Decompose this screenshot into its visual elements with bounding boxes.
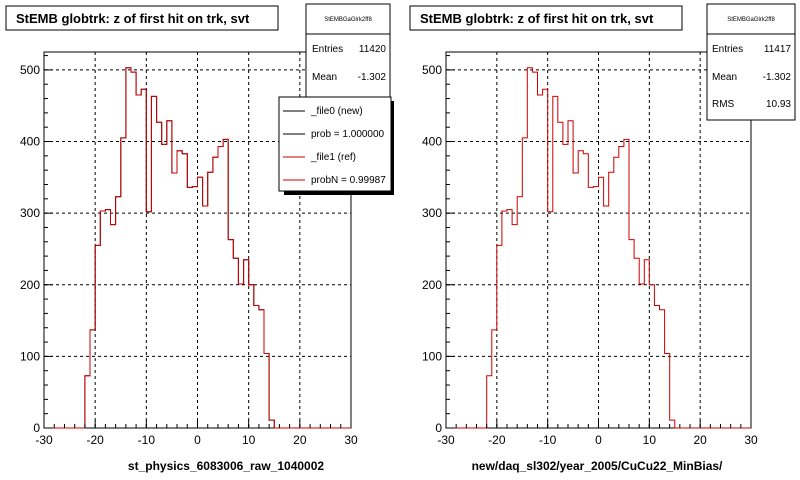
histogram-line-primary: [446, 67, 751, 429]
stats-box-frame: [706, 3, 796, 121]
legend: _file0 (new) prob = 1.000000 _file1 (ref…: [278, 96, 394, 195]
x-tick-label: 30: [744, 433, 758, 447]
legend-label-probn: probN = 0.99987: [311, 175, 386, 186]
x-axis-label: new/daq_sl302/year_2005/CuCu22_MinBias/: [472, 459, 723, 473]
y-tick-label: 200: [20, 278, 40, 292]
histogram-series: [44, 67, 351, 429]
x-tick-label: -30: [35, 433, 53, 447]
x-tick-label: 20: [293, 433, 307, 447]
x-tick-label: 0: [595, 433, 602, 447]
histogram-line-reference: [44, 67, 351, 429]
y-tick-label: 100: [422, 349, 442, 363]
stats-mean-value: -1.302: [358, 72, 387, 83]
stats-entries-value: 11417: [764, 44, 792, 55]
x-tick-label: 10: [643, 433, 657, 447]
x-tick-label: -10: [138, 433, 156, 447]
stats-mean-label: Mean: [312, 72, 337, 83]
y-tick-label: 300: [20, 206, 40, 220]
x-tick-label: -30: [437, 433, 455, 447]
stats-entries-label: Entries: [312, 44, 343, 55]
stats-box-frame: [305, 3, 391, 101]
stats-mean-value: -1.302: [763, 72, 792, 83]
x-tick-label: -20: [488, 433, 506, 447]
stats-rms-value: 10.93: [766, 99, 791, 110]
title-box: [409, 5, 683, 31]
y-tick-label: 500: [20, 63, 40, 77]
x-tick-label: 30: [344, 433, 358, 447]
y-tick-label: 400: [422, 135, 442, 149]
legend-label-file0: _file0 (new): [310, 106, 363, 117]
legend-label-file1: _file1 (ref): [310, 152, 356, 163]
legend-frame: [278, 96, 392, 192]
x-tick-label: 20: [693, 433, 707, 447]
stats-rms-label: RMS: [712, 99, 735, 110]
x-tick-label: 0: [194, 433, 201, 447]
y-tick-label: 0: [33, 421, 40, 435]
stats-entries-value: 11420: [359, 44, 387, 55]
x-axis-label: st_physics_6083006_raw_1040002: [128, 459, 324, 473]
stats-box: StEMBGaGlrk2ff8 Entries 11417 Mean -1.30…: [706, 3, 796, 121]
x-tick-label: -10: [539, 433, 557, 447]
stats-box-name: StEMBGaGlrk2ff8: [727, 17, 775, 23]
title-box: [5, 5, 279, 31]
y-tick-label: 0: [435, 421, 442, 435]
stats-box: StEMBGaGlrk2ff8 Entries 11420 Mean -1.30…: [305, 3, 391, 101]
stats-mean-label: Mean: [712, 72, 737, 83]
chart-title: StEMB globtrk: z of first hit on trk, sv…: [16, 11, 250, 26]
legend-label-prob: prob = 1.000000: [311, 129, 385, 140]
y-tick-label: 100: [20, 349, 40, 363]
stats-entries-label: Entries: [712, 44, 743, 55]
stats-box-name: StEMBGaGlrk2ff8: [324, 17, 372, 23]
y-tick-label: 200: [422, 278, 442, 292]
chart-title: StEMB globtrk: z of first hit on trk, sv…: [420, 11, 654, 26]
histogram-series: [446, 67, 751, 429]
y-tick-label: 300: [422, 206, 442, 220]
x-tick-label: 10: [242, 433, 256, 447]
y-tick-label: 500: [422, 63, 442, 77]
y-tick-label: 400: [20, 135, 40, 149]
x-tick-label: -20: [86, 433, 104, 447]
